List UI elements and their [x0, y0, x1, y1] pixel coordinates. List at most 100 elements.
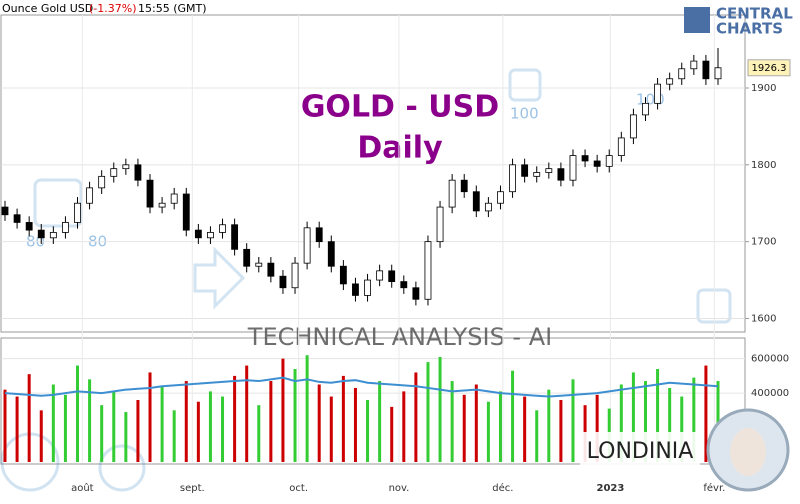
candle-body [49, 232, 57, 239]
volume-bar [317, 384, 321, 462]
chart-title: GOLD - USD [301, 90, 499, 125]
volume-bar [426, 362, 430, 462]
candle-body [533, 172, 541, 177]
candle-body [62, 222, 69, 233]
volume-bar [523, 396, 527, 462]
candle-body [388, 270, 396, 282]
candle-body [255, 262, 263, 267]
volume-bar [390, 406, 394, 462]
y-tick-label: 1800 [751, 160, 776, 171]
volume-bar [172, 410, 176, 462]
candle-body [448, 179, 456, 208]
brand-box [580, 432, 700, 470]
volume-bar [619, 384, 623, 462]
candle-body [339, 265, 347, 285]
candle-body [74, 202, 81, 223]
x-tick-label: déc. [492, 482, 513, 494]
volume-bar [450, 381, 454, 462]
volume-tick-label: 600000 [751, 354, 789, 365]
candle-body [207, 232, 214, 239]
volume-bar [329, 396, 333, 462]
candle-body [545, 168, 553, 173]
candle-body [557, 168, 565, 181]
volume-bar [378, 381, 382, 462]
volume-bar [341, 375, 345, 462]
volume-bar [63, 394, 67, 462]
volume-bar [680, 396, 684, 462]
candle-body [134, 164, 142, 181]
candle-body [25, 222, 33, 231]
x-tick-label: 2023 [597, 483, 625, 494]
volume-bar [547, 389, 551, 462]
candle-body [170, 193, 178, 204]
volume-bar [148, 372, 152, 462]
volume-bar [692, 377, 696, 462]
watermark-label: 100 [510, 105, 539, 123]
candle-body [267, 262, 275, 277]
chart-subtitle: Daily [357, 131, 443, 166]
candle-body [617, 137, 625, 156]
volume-bar [668, 387, 672, 462]
volume-tick-label: 400000 [751, 388, 789, 399]
price-pane [0, 14, 746, 333]
candle-body [412, 287, 420, 300]
volume-pane [0, 337, 746, 465]
volume-bar [124, 412, 128, 462]
candle-body [110, 168, 118, 177]
volume-bar [353, 387, 357, 462]
volume-bar [631, 372, 635, 462]
candle-body [1, 206, 9, 216]
time: 15:55 (GMT) [138, 2, 207, 15]
volume-bar [160, 386, 164, 462]
candle-body [194, 229, 202, 239]
watermark: TECHNICAL ANALYSIS - AI [247, 323, 552, 351]
volume-bar [414, 372, 418, 462]
candle-body [86, 187, 94, 204]
volume-ma-line [4, 376, 719, 398]
candle-body [714, 67, 722, 80]
logo-bottom: CHARTS [716, 20, 783, 38]
candle-body [13, 214, 21, 223]
volume-bar [245, 365, 249, 462]
candle-body [690, 60, 698, 70]
volume-bar [474, 384, 478, 462]
volume-bar [100, 405, 104, 462]
volume-bar [402, 391, 406, 462]
y-tick-label: 1600 [751, 313, 776, 324]
volume-bar [221, 396, 225, 462]
candle-body [581, 155, 589, 162]
volume-bar [136, 400, 140, 462]
volume-bar [184, 381, 188, 462]
volume-bar [208, 391, 212, 462]
x-tick-label: nov. [389, 483, 410, 494]
candle-body [182, 193, 190, 231]
candle-body [291, 262, 299, 289]
instrument: Ounce Gold USD [2, 2, 93, 15]
candle-body [364, 279, 371, 296]
volume-bar [498, 391, 502, 462]
candle-body [569, 155, 577, 181]
x-tick-label: août [71, 482, 94, 494]
brand: LONDINIA [587, 439, 694, 464]
candle-body [352, 283, 359, 296]
x-tick-label: févr. [703, 482, 725, 494]
candle-body [666, 78, 674, 85]
change: (-1.37%) [89, 2, 137, 15]
volume-bar [3, 389, 7, 462]
logo-mark [684, 7, 710, 33]
volume-bar [196, 401, 200, 462]
candle-body [279, 275, 287, 289]
volume-bar [535, 410, 539, 462]
candle-body [315, 227, 323, 243]
candle-body [376, 270, 384, 281]
volume-bar [269, 381, 273, 462]
volume-bar [438, 356, 442, 462]
volume-bar [281, 358, 285, 462]
volume-bar [39, 410, 43, 462]
candle-body [605, 155, 613, 167]
last-price-box [747, 59, 791, 77]
candle-body [37, 229, 45, 239]
candle-body [122, 164, 130, 170]
volume-bar [88, 379, 92, 462]
